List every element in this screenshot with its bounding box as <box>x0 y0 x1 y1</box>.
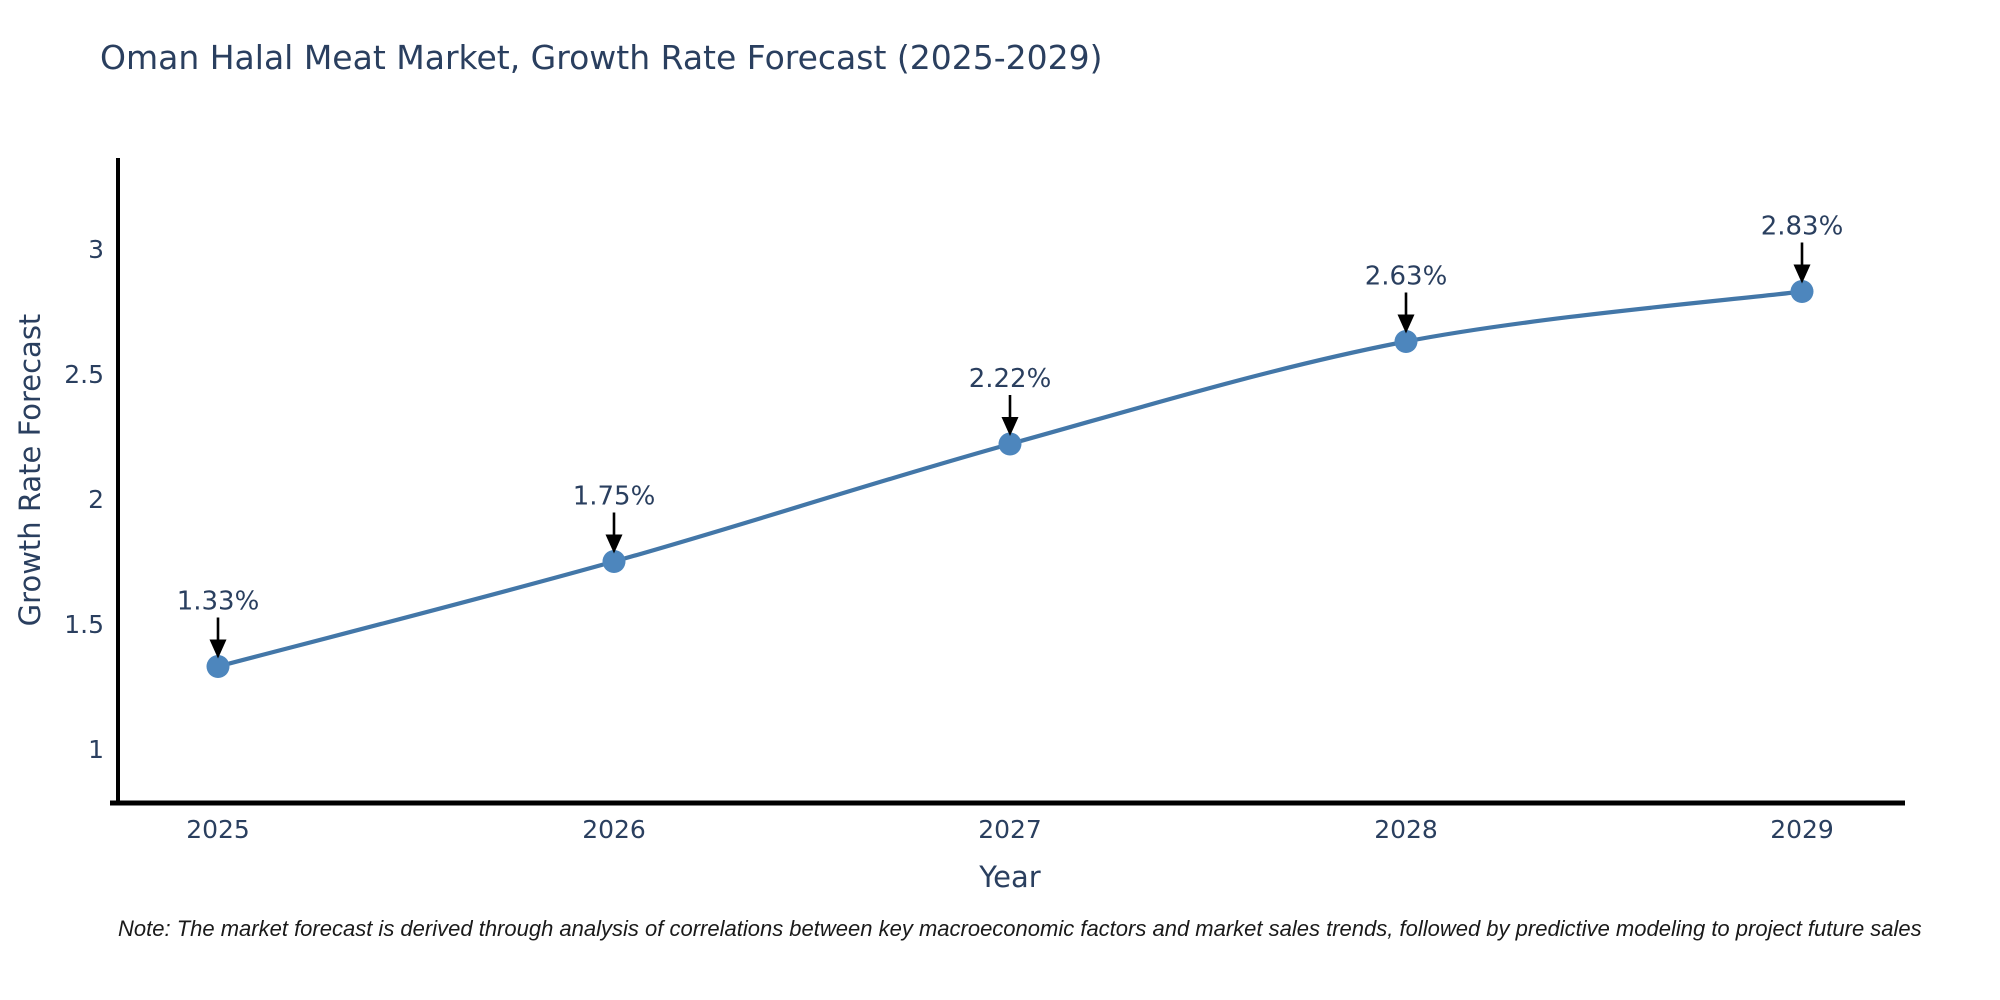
x-tick-label: 2025 <box>186 815 250 844</box>
annotation-arrow-head <box>1793 264 1811 284</box>
axes: 1 1.5 2 2.5 3 2025 2026 2027 2028 2029 <box>64 158 1905 844</box>
footnote: Note: The market forecast is derived thr… <box>118 916 1922 941</box>
annotation-label: 2.22% <box>969 364 1052 394</box>
x-tick-label: 2028 <box>1374 815 1438 844</box>
data-point-marker-2027 <box>998 432 1022 456</box>
annotation-arrow-head <box>209 639 227 659</box>
x-axis-title: Year <box>978 860 1040 894</box>
annotation-label: 1.75% <box>573 482 656 512</box>
data-point-marker-2026 <box>602 550 626 573</box>
x-tick-label: 2027 <box>978 815 1042 844</box>
annotation-arrow-head <box>605 534 623 554</box>
annotation-arrow-head <box>1397 314 1415 334</box>
data-point-marker-2029 <box>1790 280 1814 303</box>
y-axis-title: Growth Rate Forecast <box>13 314 47 627</box>
y-tick-label: 2.5 <box>64 360 104 389</box>
annotations: 1.33% 1.75% 2.22% 2.63% 2.83% <box>177 212 1844 659</box>
trend-line <box>215 289 1805 669</box>
y-tick-label: 2 <box>88 485 104 514</box>
x-tick-label: 2026 <box>582 815 646 844</box>
chart-title: Oman Halal Meat Market, Growth Rate Fore… <box>100 38 1103 77</box>
annotation-arrow-head <box>1001 417 1019 436</box>
annotation-label: 2.83% <box>1761 212 1844 242</box>
line-series <box>206 280 1814 678</box>
x-tick-label: 2029 <box>1770 815 1834 844</box>
data-point-marker-2028 <box>1394 330 1418 353</box>
data-point-marker-2025 <box>206 655 230 678</box>
annotation-label: 2.63% <box>1365 262 1448 292</box>
y-tick-label: 1 <box>88 735 104 764</box>
y-tick-label: 1.5 <box>64 610 104 639</box>
annotation-label: 1.33% <box>177 587 260 617</box>
y-tick-label: 3 <box>88 235 104 264</box>
